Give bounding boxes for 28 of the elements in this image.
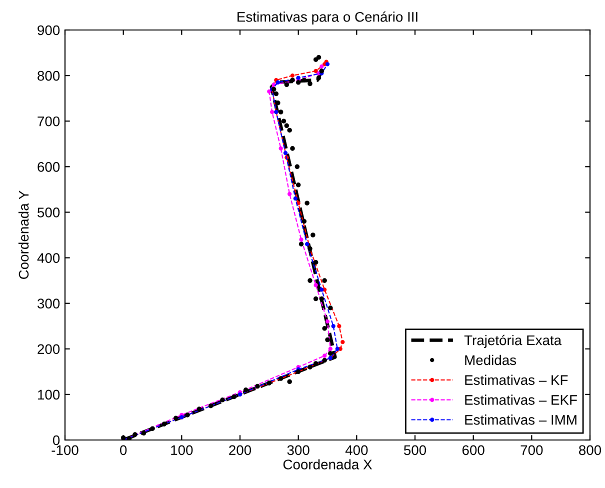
y-tick-label: 500 — [38, 208, 60, 218]
y-tick-label: 600 — [38, 162, 60, 172]
y-tick-label: 200 — [38, 344, 60, 354]
x-tick-label: 600 — [462, 445, 484, 456]
x-tick-label: 0 — [120, 445, 127, 456]
y-tick-label: 100 — [38, 390, 60, 400]
y-axis-title: Coordenada Y — [18, 190, 29, 279]
x-tick-label: 100 — [171, 445, 193, 456]
legend-label: Trajetória Exata — [464, 334, 562, 348]
x-axis-title: Coordenada X — [283, 459, 372, 470]
chart-title: Estimativas para o Cenário III — [238, 11, 418, 25]
x-tick-label: 700 — [520, 445, 543, 456]
y-tick-label: 400 — [37, 253, 60, 263]
legend-label: Estimativas – EKF — [465, 394, 577, 405]
y-tick-label: 300 — [38, 298, 60, 309]
x-tick-label: 200 — [229, 445, 252, 456]
legend-label: Estimativas – IMM — [465, 414, 576, 425]
y-tick-label: 700 — [38, 116, 60, 126]
legend-label: Medidas — [465, 354, 516, 366]
x-tick-label: 800 — [579, 445, 602, 456]
legend-label: Estimativas – KF — [465, 374, 568, 385]
y-tick-label: 0 — [52, 435, 60, 446]
y-tick-label: 800 — [38, 70, 60, 81]
x-tick-label: 500 — [404, 445, 426, 456]
y-tick-label: 900 — [38, 25, 60, 36]
x-tick-label: 300 — [287, 445, 310, 456]
x-tick-label: 400 — [345, 445, 368, 456]
x-tick-label: -100 — [52, 445, 78, 456]
